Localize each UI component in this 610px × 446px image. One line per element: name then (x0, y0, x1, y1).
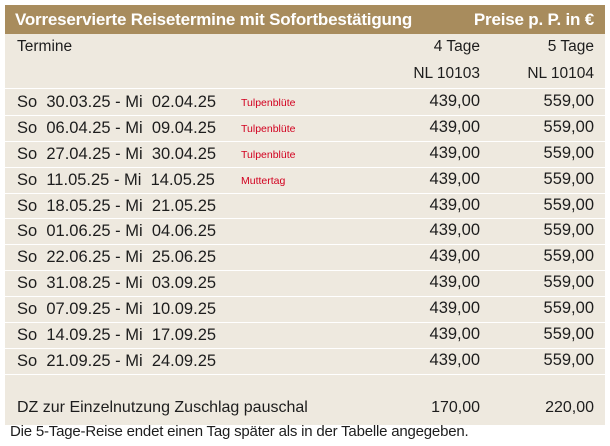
row-event-note: Tulpenblüte (241, 122, 296, 135)
dz-label: DZ zur Einzelnutzung Zuschlag pauschal (17, 399, 308, 416)
table-row: So 31.08.25 - Mi 03.09.25 439,00 559,00 (5, 271, 605, 298)
row-price-4-tage: 439,00 (429, 169, 480, 188)
row-price-5-tage: 559,00 (543, 325, 594, 344)
row-price-4-tage: 439,00 (429, 92, 480, 110)
row-price-5-tage: 559,00 (543, 169, 594, 188)
row-event-note: Muttertag (241, 174, 286, 187)
table-row: So 21.09.25 - Mi 24.09.25 439,00 559,00 (5, 349, 605, 375)
table-row: So 30.03.25 - Mi 02.04.25 Tulpenblüte 439,… (5, 90, 605, 116)
row-date-range: So 11.05.25 - Mi 14.05.25 (17, 170, 215, 189)
header-5-tage: 5 Tage (547, 38, 594, 55)
row-event-note: Tulpenblüte (241, 148, 296, 161)
row-price-5-tage: 559,00 (543, 92, 594, 110)
table-body: So 30.03.25 - Mi 02.04.25 Tulpenblüte 439,… (5, 90, 605, 375)
dz-price-5: 220,00 (545, 399, 594, 416)
row-price-4-tage: 439,00 (429, 273, 480, 292)
table-row: So 07.09.25 - Mi 10.09.25 439,00 559,00 (5, 297, 605, 324)
row-price-5-tage: 559,00 (543, 195, 594, 214)
dz-price-4: 170,00 (431, 399, 480, 416)
row-price-4-tage: 439,00 (429, 299, 480, 318)
price-table: Termine 4 Tage 5 Tage NL 10103 NL 10104 … (5, 34, 605, 425)
row-date-range: So 18.05.25 - Mi 21.05.25 (17, 196, 217, 215)
table-header-row: Termine 4 Tage 5 Tage (5, 34, 605, 60)
row-date-range: So 07.09.25 - Mi 10.09.25 (17, 300, 217, 319)
row-price-5-tage: 559,00 (543, 299, 594, 318)
row-date-range: So 06.04.25 - Mi 09.04.25 (17, 118, 217, 137)
row-date-range: So 01.06.25 - Mi 04.06.25 (17, 222, 217, 241)
row-date-range: So 14.09.25 - Mi 17.09.25 (17, 326, 217, 345)
row-date-range: So 27.04.25 - Mi 30.04.25 (17, 144, 217, 163)
header-termine: Termine (17, 38, 73, 55)
title-bar: Vorreservierte Reisetermine mit Sofortbe… (5, 5, 605, 34)
row-price-4-tage: 439,00 (429, 195, 480, 214)
dz-surcharge-row: DZ zur Einzelnutzung Zuschlag pauschal 1… (5, 395, 605, 423)
table-row: So 22.06.25 - Mi 25.06.25 439,00 559,00 (5, 245, 605, 272)
row-date-range: So 21.09.25 - Mi 24.09.25 (17, 351, 217, 370)
table-row: So 27.04.25 - Mi 30.04.25 Tulpenblüte 439,… (5, 142, 605, 168)
row-price-5-tage: 559,00 (543, 143, 594, 162)
row-price-5-tage: 559,00 (543, 247, 594, 266)
row-price-5-tage: 559,00 (543, 350, 594, 369)
row-date-range: So 22.06.25 - Mi 25.06.25 (17, 248, 217, 267)
row-price-4-tage: 439,00 (429, 117, 480, 136)
row-price-4-tage: 439,00 (429, 325, 480, 344)
row-price-5-tage: 559,00 (543, 273, 594, 292)
table-row: So 14.09.25 - Mi 17.09.25 439,00 559,00 (5, 323, 605, 349)
row-price-5-tage: 559,00 (543, 221, 594, 240)
table-row: So 01.06.25 - Mi 04.06.25 439,00 559,00 (5, 219, 605, 246)
table-row: So 06.04.25 - Mi 09.04.25 Tulpenblüte 439,… (5, 116, 605, 142)
table-title: Vorreservierte Reisetermine mit Sofortbe… (15, 9, 413, 29)
row-price-4-tage: 439,00 (429, 221, 480, 240)
code-4-tage: NL 10103 (413, 65, 480, 82)
footnote: Die 5-Tage-Reise endet einen Tag später … (10, 423, 469, 440)
table-code-row: NL 10103 NL 10104 (5, 61, 605, 87)
header-divider (5, 88, 605, 89)
code-5-tage: NL 10104 (527, 65, 594, 82)
table-row: So 11.05.25 - Mi 14.05.25 Muttertag 439,00… (5, 168, 605, 194)
row-event-note: Tulpenblüte (241, 97, 296, 109)
price-note: Preise p. P. in € (473, 9, 594, 29)
row-date-range: So 31.08.25 - Mi 03.09.25 (17, 274, 217, 293)
row-price-5-tage: 559,00 (543, 117, 594, 136)
header-4-tage: 4 Tage (433, 38, 480, 55)
row-price-4-tage: 439,00 (429, 247, 480, 266)
row-price-4-tage: 439,00 (429, 143, 480, 162)
table-row: So 18.05.25 - Mi 21.05.25 439,00 559,00 (5, 194, 605, 220)
row-price-4-tage: 439,00 (429, 350, 480, 369)
row-date-range: So 30.03.25 - Mi 02.04.25 (17, 93, 217, 111)
